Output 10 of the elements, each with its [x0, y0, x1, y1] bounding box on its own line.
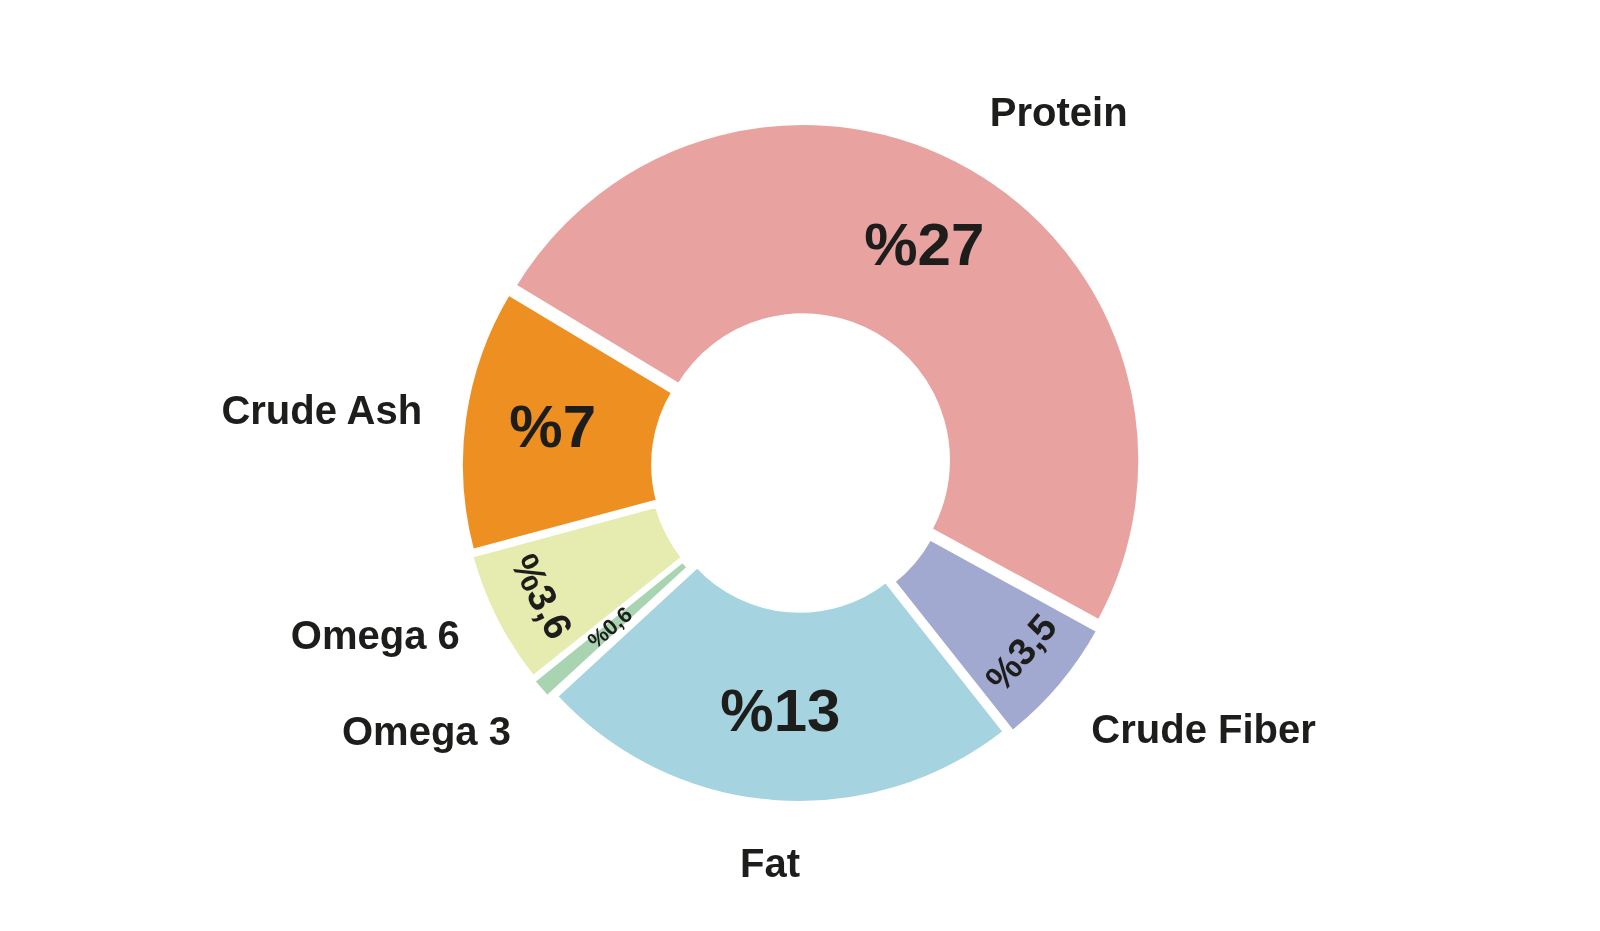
- slice-label: Omega 3: [341, 709, 511, 754]
- slice-label: Protein: [989, 89, 1128, 134]
- slice-label: Fat: [740, 840, 800, 885]
- data-label: %27: [864, 211, 985, 279]
- data-label: %13: [720, 677, 841, 745]
- slice-label: Crude Fiber: [1091, 706, 1316, 751]
- data-label: %3,6: [502, 547, 582, 646]
- slice-label: Crude Ash: [221, 387, 423, 432]
- slice-label: Omega 6: [290, 613, 460, 658]
- data-label: %7: [509, 393, 596, 461]
